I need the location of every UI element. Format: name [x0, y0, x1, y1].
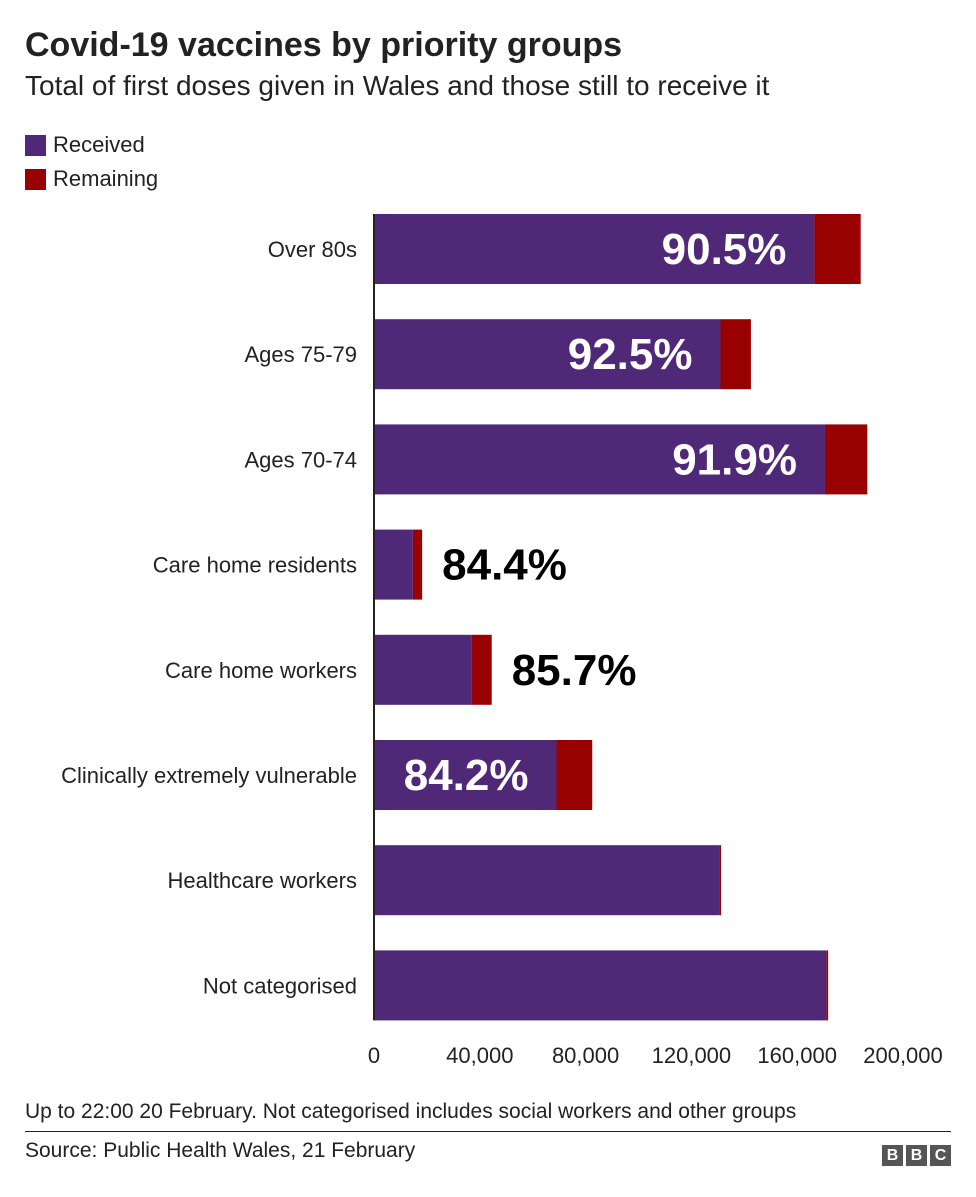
chart-title: Covid-19 vaccines by priority groups [25, 26, 623, 64]
data-label: 92.5% [568, 330, 693, 379]
bar-received [374, 634, 472, 705]
bar-remaining [471, 634, 492, 705]
data-label: 84.2% [404, 751, 529, 800]
bar-remaining [719, 845, 722, 916]
bar-remaining [826, 950, 829, 1021]
x-tick-label: 80,000 [552, 1043, 619, 1068]
category-label: Clinically extremely vulnerable [61, 763, 357, 788]
category-label: Ages 70-74 [244, 447, 357, 472]
bar-received [374, 950, 827, 1021]
x-tick-label: 120,000 [652, 1043, 732, 1068]
legend-swatch-remaining [25, 168, 46, 190]
chart-subtitle: Total of first doses given in Wales and … [25, 70, 770, 101]
category-label: Not categorised [203, 973, 357, 998]
x-tick-label: 40,000 [446, 1043, 513, 1068]
footer-divider [25, 1131, 951, 1132]
data-label: 91.9% [672, 435, 797, 484]
bar-remaining [720, 319, 751, 390]
bar-received [374, 529, 413, 600]
data-label: 84.4% [442, 541, 567, 590]
legend: Received Remaining [25, 128, 158, 196]
legend-label-received: Received [53, 132, 145, 157]
legend-item-received: Received [25, 128, 158, 162]
bar-remaining [814, 214, 861, 284]
category-label: Ages 75-79 [244, 342, 357, 367]
bar-received [374, 740, 557, 810]
category-label: Over 80s [268, 237, 357, 262]
bbc-logo: B B C [882, 1145, 951, 1166]
legend-label-remaining: Remaining [53, 166, 159, 191]
bar-remaining [412, 529, 423, 600]
category-label: Healthcare workers [167, 868, 357, 893]
bar-remaining [824, 424, 868, 495]
legend-item-remaining: Remaining [25, 162, 158, 196]
bar-received [374, 319, 721, 390]
x-tick-label: 160,000 [757, 1043, 837, 1068]
footnote: Up to 22:00 20 February. Not categorised… [25, 1100, 797, 1123]
bar-remaining [556, 740, 593, 810]
bar-received [374, 845, 720, 916]
category-label: Care home workers [165, 658, 357, 683]
x-tick-label: 0 [368, 1043, 380, 1068]
data-label: 90.5% [662, 225, 787, 274]
bar-received [374, 214, 815, 284]
source-note: Source: Public Health Wales, 21 February [25, 1139, 416, 1162]
bbc-logo-letter: C [930, 1145, 951, 1166]
x-tick-label: 200,000 [863, 1043, 943, 1068]
bbc-logo-letter: B [882, 1145, 903, 1166]
legend-swatch-received [25, 134, 46, 156]
data-label: 85.7% [512, 646, 637, 695]
category-label: Care home residents [153, 553, 357, 578]
bar-received [374, 424, 825, 495]
bbc-logo-letter: B [906, 1145, 927, 1166]
